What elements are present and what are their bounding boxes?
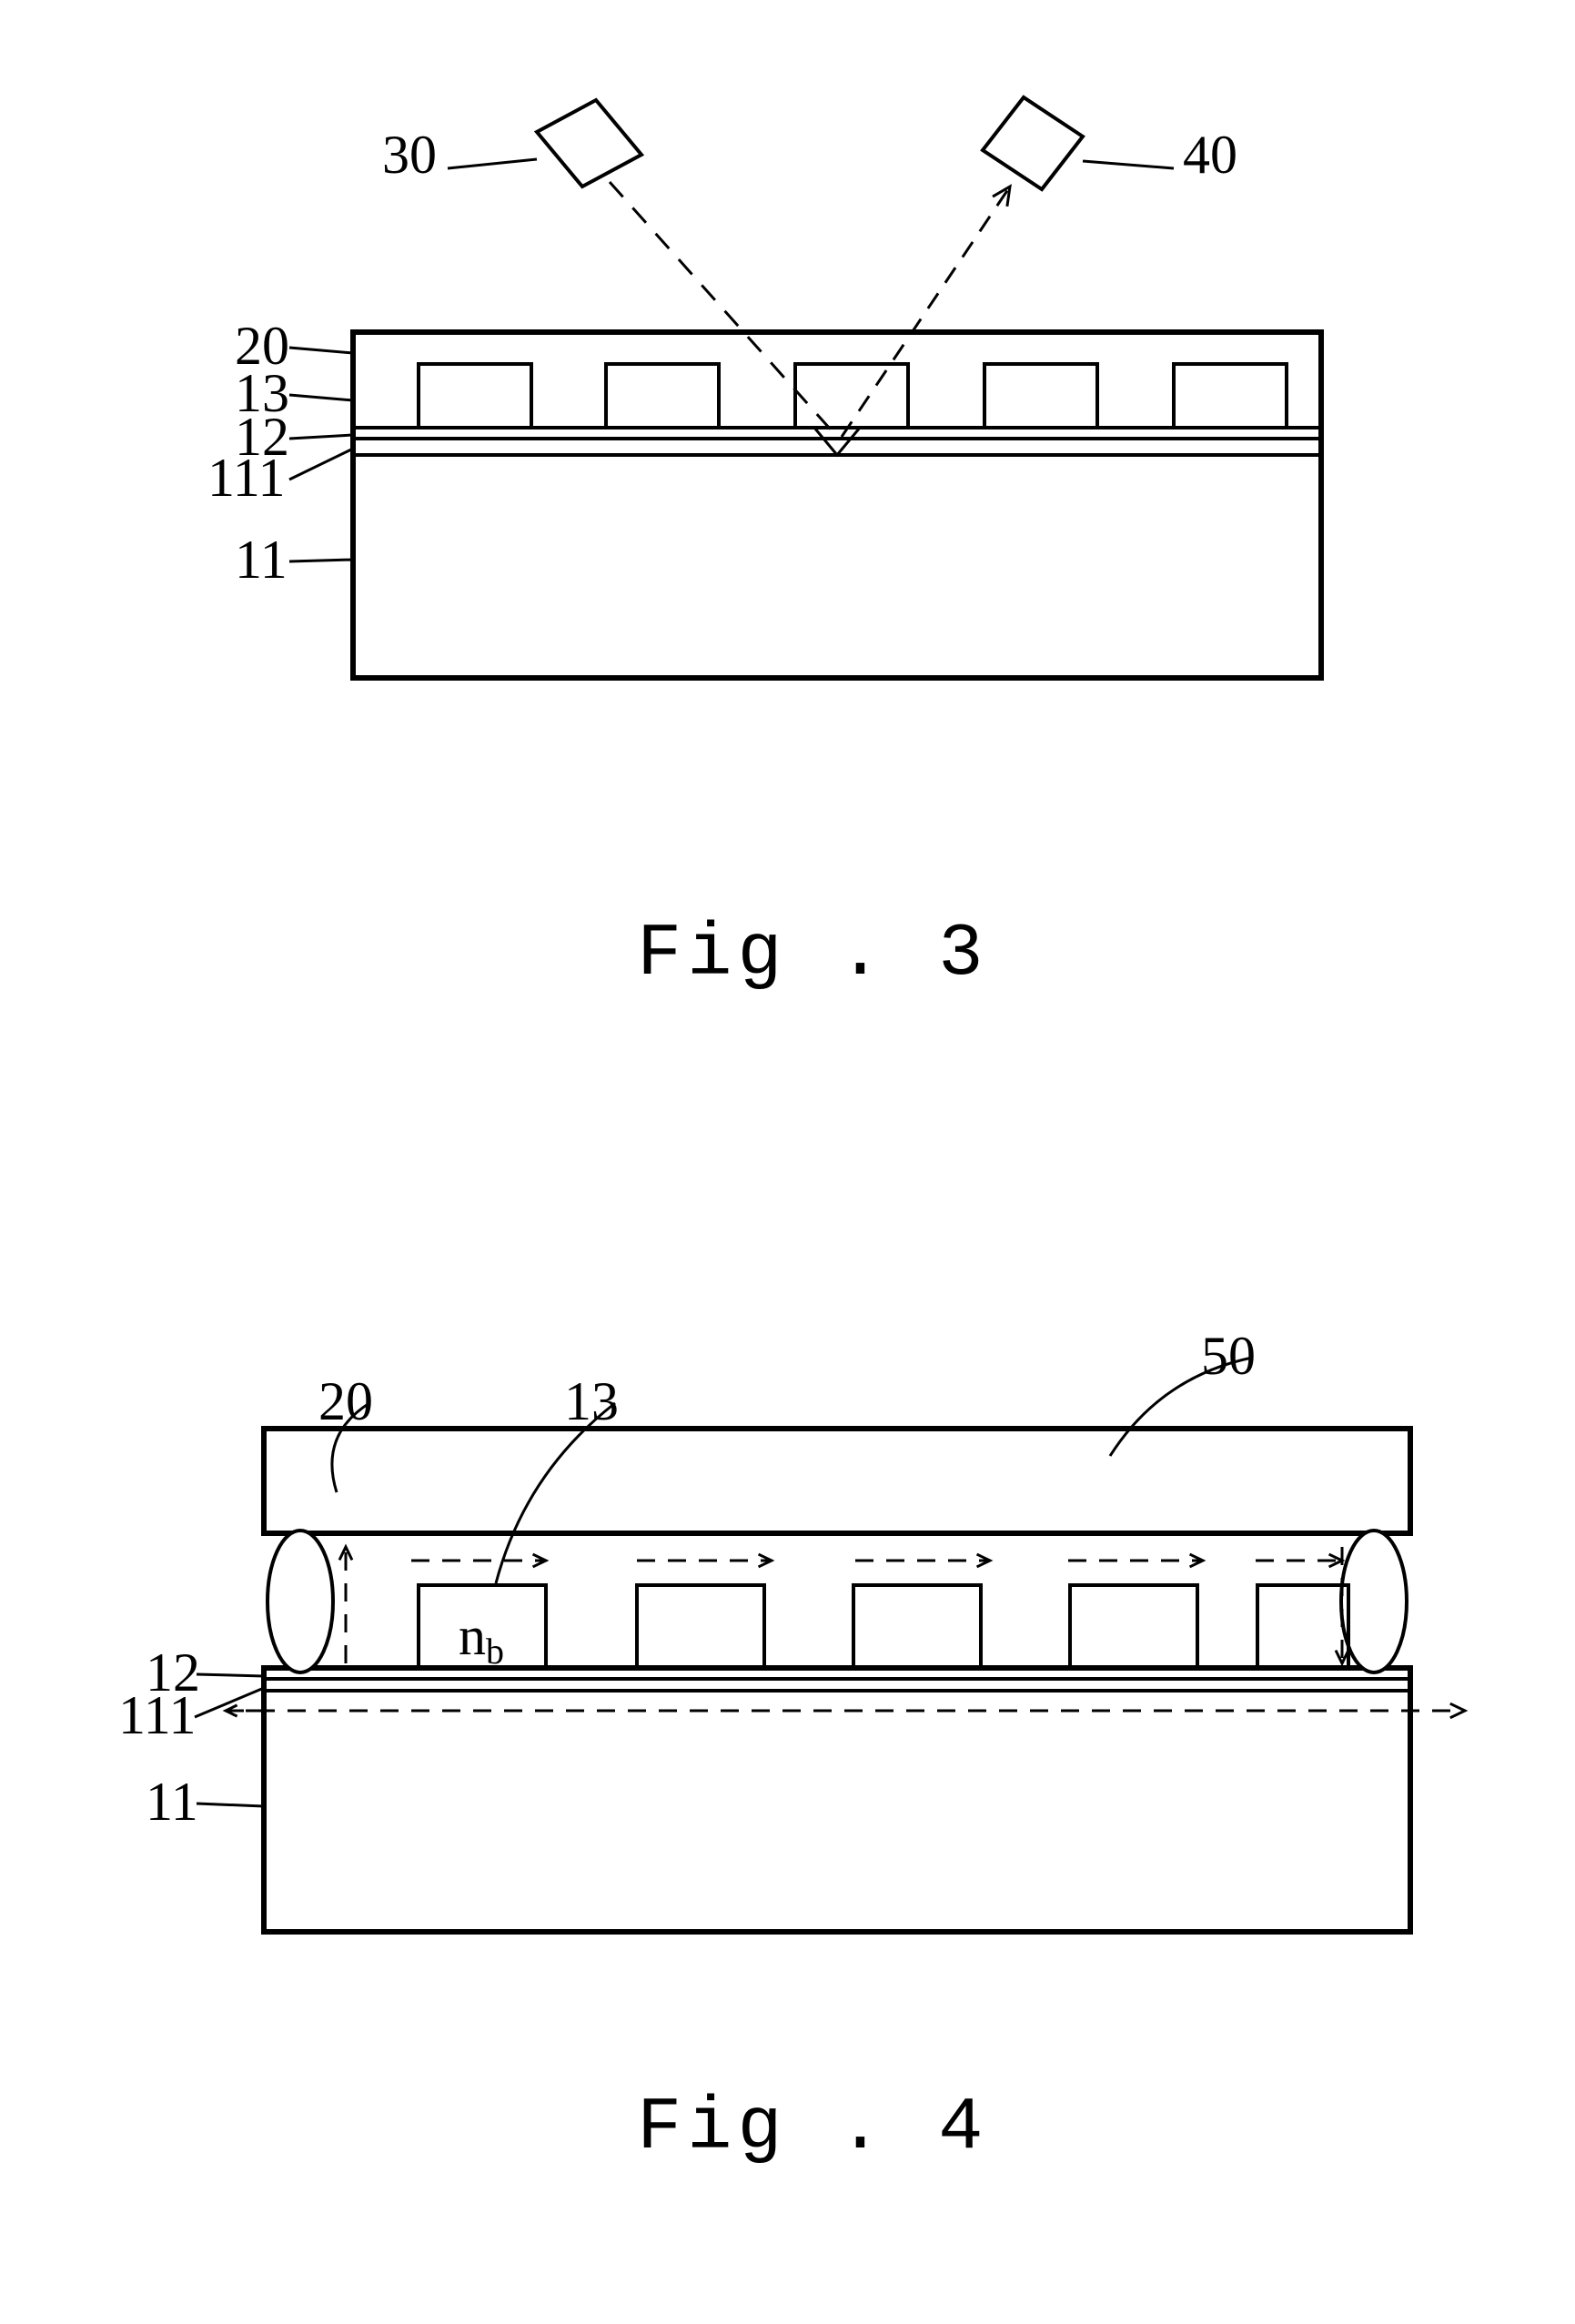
fig4-grating-2 — [853, 1585, 981, 1668]
spacer-left — [268, 1531, 333, 1672]
caption-fig4: Fig . 4 — [637, 2086, 988, 2170]
fig3-label-11: 11 — [235, 530, 288, 590]
label-40: 40 — [1183, 125, 1237, 185]
fig3-device-outline — [353, 332, 1321, 678]
fig4-device-outline — [264, 1668, 1410, 1932]
fig4-grating-3 — [1070, 1585, 1197, 1668]
fig4-grating-4 — [1257, 1585, 1348, 1668]
figure-3: 304020131211111Fig . 3 — [207, 97, 1321, 996]
caption-fig3: Fig . 3 — [637, 912, 988, 996]
label-30: 30 — [382, 125, 437, 185]
fig4-label-11: 11 — [146, 1772, 198, 1832]
fig4-grating-1 — [637, 1585, 764, 1668]
fig3-label-111: 111 — [207, 448, 286, 508]
fig4-top-plate — [264, 1429, 1410, 1533]
spacer-right — [1341, 1531, 1407, 1672]
emitter-icon — [537, 100, 641, 187]
fig4-label-111: 111 — [118, 1685, 197, 1745]
label-nb: nb — [459, 1606, 504, 1672]
fig4-label-50: 50 — [1201, 1326, 1256, 1386]
detector-icon — [983, 97, 1083, 189]
figure-4: nb2013501211111Fig . 4 — [118, 1326, 1465, 2170]
